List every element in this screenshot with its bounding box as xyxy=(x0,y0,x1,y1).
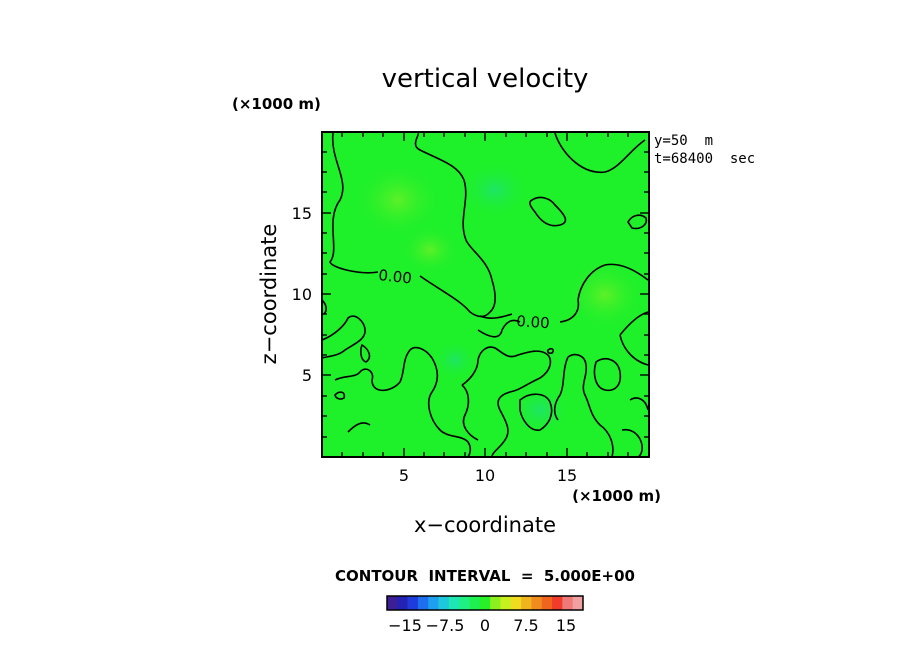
colorbar-tick-label: 15 xyxy=(556,616,576,635)
contour-interval-text: CONTOUR INTERVAL = 5.000E+00 xyxy=(335,567,635,585)
contour-line xyxy=(553,356,569,421)
annotation-time: t=68400 sec xyxy=(654,151,755,167)
colorbar-swatch xyxy=(417,596,429,610)
colorbar-tick-label: 7.5 xyxy=(513,616,538,635)
x-tick-label: 15 xyxy=(557,466,577,485)
field-blob xyxy=(353,162,443,238)
zero-contours xyxy=(322,132,649,457)
contour-line xyxy=(360,344,371,363)
colorbar-swatch xyxy=(500,596,512,610)
colorbar-swatch xyxy=(407,596,419,610)
annotation-y: y=50 m xyxy=(654,133,713,149)
colorbar-swatch xyxy=(490,596,501,610)
colorbar-swatch xyxy=(438,596,450,610)
y-axis-label: z−coordinate xyxy=(257,224,281,365)
contour-line xyxy=(546,347,554,355)
contour-line xyxy=(519,393,553,431)
colorbar-swatch xyxy=(459,596,470,610)
colorbar-tick-label: −15 xyxy=(388,616,422,635)
x-tick-label: 5 xyxy=(399,466,409,485)
colorbar-tick-label: 0 xyxy=(480,616,490,635)
colorbar-swatch xyxy=(448,596,460,610)
contour-line xyxy=(322,315,366,359)
y-axis-unit: (×1000 m) xyxy=(232,95,321,113)
colorbar-swatch xyxy=(552,596,563,610)
colorbar-swatch xyxy=(572,596,584,610)
colorbar-swatch xyxy=(479,596,491,610)
contour-line xyxy=(414,132,496,318)
x-axis-unit: (×1000 m) xyxy=(572,487,661,505)
colorbar-swatch xyxy=(562,596,573,610)
y-tick-label: 5 xyxy=(302,366,312,385)
colorbar-swatch xyxy=(428,596,439,610)
contour-line xyxy=(334,346,472,457)
contour-line xyxy=(619,311,649,336)
colorbar-swatch xyxy=(541,596,553,610)
contour-line xyxy=(461,384,479,441)
contour-line xyxy=(627,214,648,230)
contour-line xyxy=(479,313,513,319)
x-tick-label: 10 xyxy=(475,466,495,485)
y-tick-label: 15 xyxy=(292,204,312,223)
field-blob xyxy=(400,225,460,275)
contour-label: 0.00 xyxy=(378,266,413,287)
colorbar-swatch xyxy=(510,596,522,610)
contour-line xyxy=(559,263,649,323)
colorbar-swatch xyxy=(469,596,481,610)
field-blob xyxy=(565,260,645,330)
contour-line xyxy=(529,196,567,227)
field-blob xyxy=(460,162,530,218)
plot-area: 0.00 0.00 xyxy=(322,132,649,457)
contour-line xyxy=(621,428,643,457)
colorbar-swatch xyxy=(531,596,543,610)
contour-line xyxy=(347,422,371,433)
y-tick-label: 10 xyxy=(292,285,312,304)
colorbar-frame xyxy=(386,595,584,611)
colorbar xyxy=(387,596,584,610)
field-blob xyxy=(433,340,477,380)
x-axis-label: x−coordinate xyxy=(414,513,556,537)
contour-line xyxy=(477,319,521,338)
contour-line xyxy=(461,346,552,457)
contour-line xyxy=(554,132,646,173)
colorbar-swatch xyxy=(521,596,532,610)
chart-title: vertical velocity xyxy=(382,64,589,94)
contour-line xyxy=(329,132,379,274)
contour-line xyxy=(593,358,622,392)
contour-line xyxy=(619,334,649,366)
x-axis-ticks xyxy=(341,132,629,457)
colorbar-tick-label: −7.5 xyxy=(426,616,465,635)
contour-line xyxy=(334,391,346,400)
contour-label: 0.00 xyxy=(516,312,551,332)
contour-line xyxy=(567,353,614,457)
y-axis-ticks xyxy=(322,151,649,438)
colorbar-swatch xyxy=(397,596,408,610)
contour-line xyxy=(629,397,649,411)
colorbar-swatch xyxy=(387,596,398,610)
